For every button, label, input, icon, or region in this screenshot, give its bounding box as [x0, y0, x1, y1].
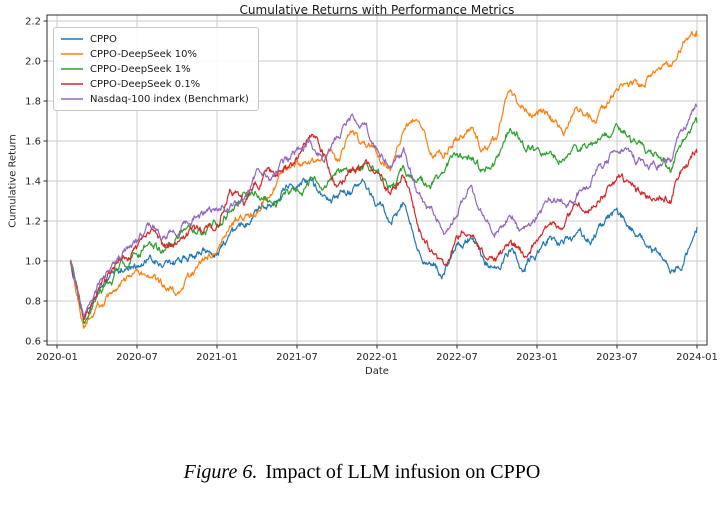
- x-tick-label: 2023-07: [596, 352, 638, 363]
- legend-item-nasdaq-100-index-benchmark: Nasdaq-100 index (Benchmark): [61, 92, 249, 106]
- x-tick-label: 2021-01: [196, 352, 238, 363]
- series-line-cppo-deepseek-1: [69, 117, 698, 324]
- y-tick-label: 2.0: [25, 57, 41, 68]
- legend-item-label: Nasdaq-100 index (Benchmark): [90, 93, 249, 105]
- plot-area: 0.6 0.8 1.0 1.2 1.4 1.6 1.8 2.0 2.2 2020-01 2020-0…: [25, 14, 718, 364]
- y-tick-label: 1.6: [25, 137, 41, 148]
- legend-item-cppo-deepseek-10: CPPO-DeepSeek 10%: [61, 47, 249, 61]
- legend-item-label: CPPO-DeepSeek 10%: [90, 48, 198, 60]
- legend-item-cppo: CPPO: [61, 32, 249, 46]
- axis-tick-labels: 0.6 0.8 1.0 1.2 1.4 1.6 1.8 2.0 2.2 2020-01 2020-0…: [25, 17, 718, 364]
- y-tick-label: 0.6: [25, 337, 41, 348]
- x-tick-label: 2024-01: [676, 352, 718, 363]
- chart-legend: CPPO CPPO-DeepSeek 10% CPPO-DeepSeek 1% CPP…: [53, 27, 259, 111]
- legend-swatch-icon: [61, 53, 83, 55]
- legend-item-label: CPPO-DeepSeek 0.1%: [90, 78, 201, 90]
- series-line-cppo-deepseek-10: [69, 30, 698, 329]
- series-line-cppo: [70, 176, 698, 320]
- legend-swatch-icon: [61, 38, 83, 40]
- legend-item-cppo-deepseek-0-1: CPPO-DeepSeek 0.1%: [61, 77, 249, 91]
- series-line-cppo-deepseek-0-1: [69, 133, 698, 321]
- axis-ticks: [43, 20, 698, 349]
- series-line-nasdaq-100-index-benchmark: [69, 103, 698, 318]
- x-tick-label: 2020-01: [36, 352, 78, 363]
- legend-item-label: CPPO: [90, 33, 117, 45]
- x-tick-label: 2022-07: [436, 352, 478, 363]
- y-axis-label: Cumulative Return: [7, 134, 19, 228]
- legend-item-cppo-deepseek-1: CPPO-DeepSeek 1%: [61, 62, 249, 76]
- series-lines: [69, 30, 698, 329]
- y-tick-label: 1.0: [25, 257, 41, 268]
- legend-swatch-icon: [61, 83, 83, 85]
- grid-lines: [47, 15, 707, 345]
- y-tick-label: 2.2: [25, 17, 41, 28]
- y-tick-label: 1.8: [25, 97, 41, 108]
- x-tick-label: 2020-07: [116, 352, 158, 363]
- legend-swatch-icon: [61, 68, 83, 70]
- x-tick-label: 2022-01: [356, 352, 398, 363]
- y-tick-label: 0.8: [25, 297, 41, 308]
- figure-caption-label: Figure 6.: [183, 461, 258, 483]
- legend-item-label: CPPO-DeepSeek 1%: [90, 63, 191, 75]
- legend-swatch-icon: [61, 98, 83, 100]
- figure-caption-text: Impact of LLM infusion on CPPO: [265, 461, 541, 483]
- x-tick-label: 2023-01: [516, 352, 558, 363]
- x-axis-label: Date: [365, 366, 389, 377]
- x-tick-label: 2021-07: [276, 352, 318, 363]
- y-tick-label: 1.4: [25, 177, 41, 188]
- y-tick-label: 1.2: [25, 217, 41, 228]
- figure-caption: Figure 6. Impact of LLM infusion on CPPO: [0, 461, 724, 484]
- chart-title: Cumulative Returns with Performance Metr…: [239, 3, 515, 17]
